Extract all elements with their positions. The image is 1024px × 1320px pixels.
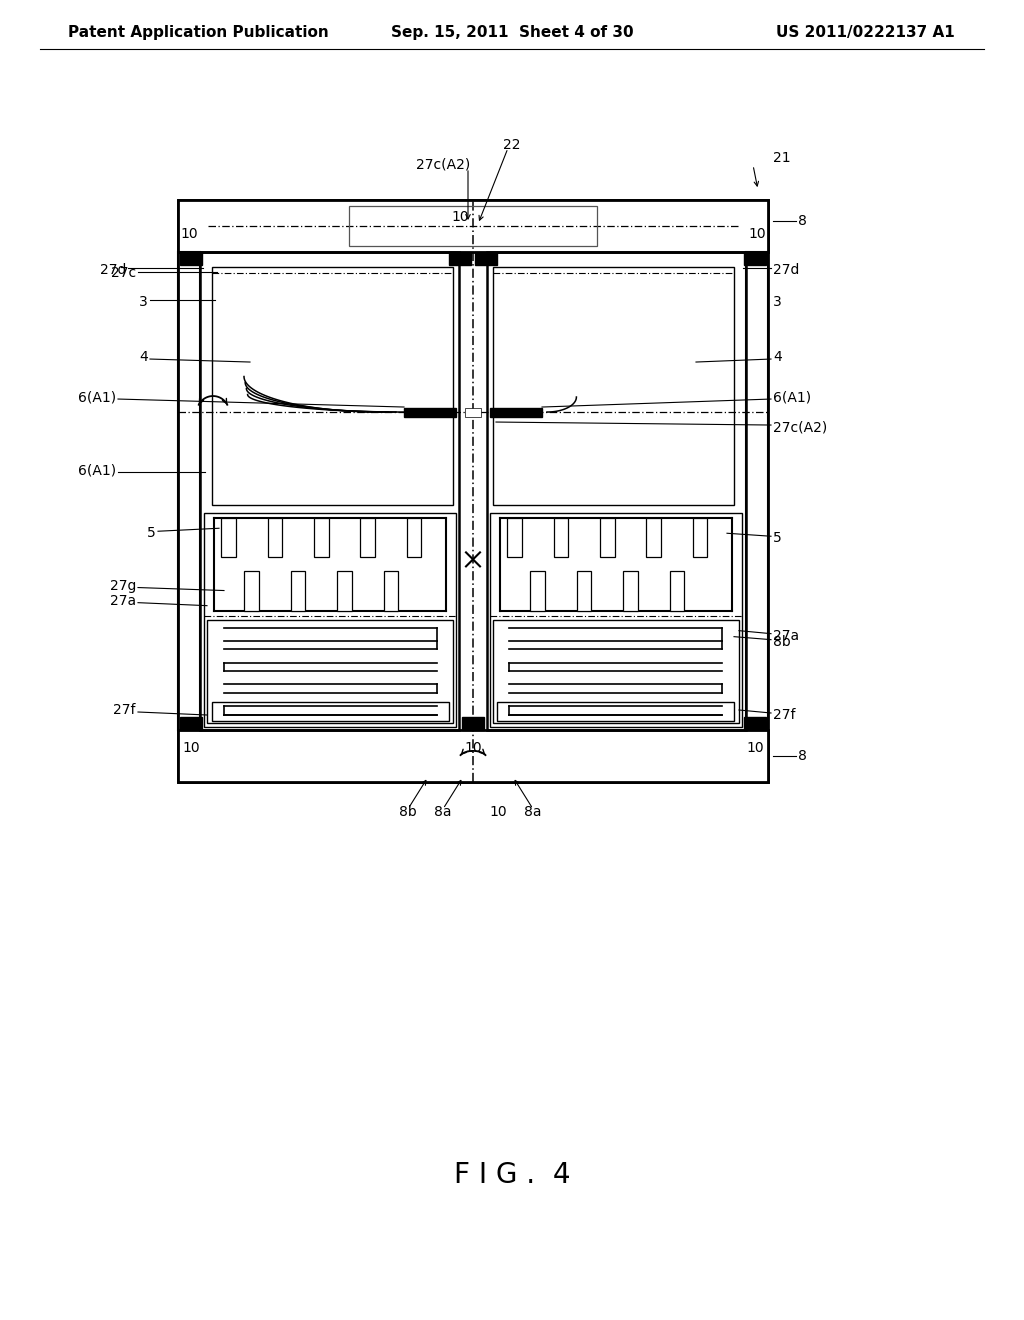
Bar (646, 519, 660, 557)
Text: F I G .  4: F I G . 4 (454, 1162, 570, 1189)
Text: 8a: 8a (524, 805, 542, 818)
Bar (180, 717, 202, 730)
Bar (746, 252, 768, 730)
Bar (475, 252, 497, 265)
Text: 27d: 27d (773, 263, 800, 277)
Text: 10: 10 (182, 717, 200, 730)
Bar (207, 619, 453, 723)
Text: 8: 8 (798, 214, 807, 228)
Text: 8b: 8b (399, 805, 417, 818)
Text: 27g: 27g (110, 578, 136, 593)
Text: 6(A1): 6(A1) (773, 389, 811, 404)
Text: 8: 8 (798, 748, 807, 763)
Bar (267, 519, 283, 557)
Text: 10: 10 (489, 805, 507, 818)
Text: 10: 10 (180, 227, 198, 242)
Text: 10: 10 (182, 741, 200, 755)
Bar (465, 408, 481, 417)
Bar (245, 572, 259, 611)
Bar (178, 252, 200, 730)
Text: Sep. 15, 2011  Sheet 4 of 30: Sep. 15, 2011 Sheet 4 of 30 (391, 25, 633, 41)
Bar (180, 252, 202, 265)
Text: 27a: 27a (773, 628, 799, 643)
Bar (384, 572, 398, 611)
Text: 10: 10 (749, 227, 766, 242)
Text: 27f: 27f (773, 708, 796, 722)
Bar (554, 519, 568, 557)
Bar (449, 252, 471, 265)
Text: 10: 10 (746, 717, 764, 730)
Text: 27c(A2): 27c(A2) (416, 158, 470, 172)
Text: 4: 4 (773, 350, 781, 364)
Text: 10: 10 (746, 741, 764, 755)
Bar (493, 619, 739, 723)
Bar (600, 519, 614, 557)
Text: 10: 10 (464, 741, 482, 755)
Text: 27a: 27a (110, 594, 136, 607)
Bar (178, 730, 768, 781)
Text: 27c: 27c (111, 267, 136, 280)
Bar (487, 252, 746, 730)
Text: 21: 21 (773, 150, 791, 165)
Text: 3: 3 (773, 294, 781, 309)
Text: 8a: 8a (434, 805, 452, 818)
Text: 4: 4 (139, 350, 148, 364)
Text: 5: 5 (773, 531, 781, 545)
Text: 5: 5 (147, 527, 156, 540)
Bar (349, 206, 597, 246)
Bar (493, 267, 734, 506)
Bar (337, 572, 352, 611)
Bar (212, 702, 449, 721)
Bar (178, 201, 768, 781)
Bar (670, 572, 684, 611)
Text: 22: 22 (503, 139, 520, 152)
Bar (360, 519, 375, 557)
Text: 10: 10 (452, 210, 469, 224)
Bar (204, 513, 456, 727)
Bar (744, 717, 766, 730)
Bar (577, 572, 591, 611)
Bar (462, 717, 484, 730)
Text: 27c(A2): 27c(A2) (773, 420, 827, 434)
Bar (490, 408, 542, 417)
Bar (407, 519, 421, 557)
Bar (497, 702, 734, 721)
Bar (291, 572, 305, 611)
Text: 6(A1): 6(A1) (78, 389, 116, 404)
Bar (490, 513, 742, 727)
Bar (744, 252, 766, 265)
Text: 6(A1): 6(A1) (78, 463, 116, 477)
Bar (314, 519, 329, 557)
Bar (507, 519, 522, 557)
Bar (212, 267, 453, 506)
Bar (693, 519, 708, 557)
Bar (221, 519, 236, 557)
Text: 8b: 8b (773, 635, 791, 648)
Bar (530, 572, 545, 611)
Text: 27d: 27d (99, 263, 126, 277)
Text: US 2011/0222137 A1: US 2011/0222137 A1 (776, 25, 955, 41)
Bar (200, 252, 459, 730)
Text: 3: 3 (139, 294, 148, 309)
Text: Patent Application Publication: Patent Application Publication (68, 25, 329, 41)
Bar (178, 201, 768, 252)
Bar (624, 572, 638, 611)
Text: 27f: 27f (114, 704, 136, 717)
Bar (404, 408, 456, 417)
